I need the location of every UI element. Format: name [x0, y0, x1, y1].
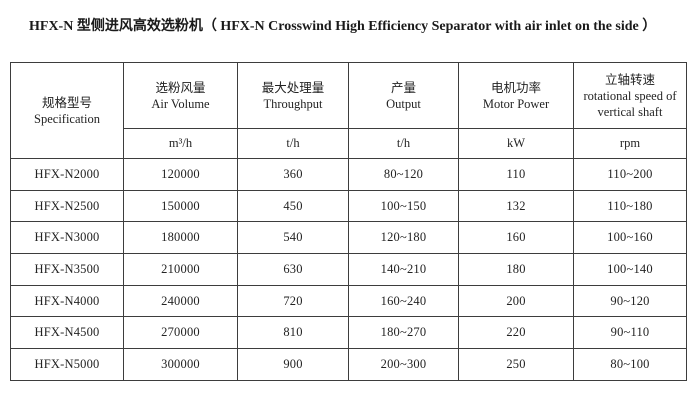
table-body: HFX-N2000 120000 360 80~120 110 110~200 HFX-N2… [10, 158, 687, 381]
header-vertical-shaft-speed-en: rotational speed of vertical shaft [583, 88, 677, 119]
model-cell: HFX-N4500 [10, 316, 124, 350]
value-cell: 250 [458, 348, 574, 381]
value-cell: 270000 [123, 316, 238, 350]
header-names-row: 规格型号 Specification 选粉风量 Air Volume 最大处理量… [10, 62, 687, 159]
header-vertical-shaft-speed-zh: 立轴转速 [604, 72, 655, 87]
page-title: HFX-N 型侧进风高效选粉机（ HFX-N Crosswind High Ef… [29, 19, 657, 34]
table-row: HFX-N3500 210000 630 140~210 180 100~140 [10, 253, 687, 286]
value-cell: 210000 [123, 253, 238, 286]
table-row: HFX-N5000 300000 900 200~300 250 80~100 [10, 348, 687, 381]
header-units-row: m³/h t/h t/h kW rpm [11, 128, 687, 159]
value-cell: 160~240 [348, 284, 459, 318]
value-cell: 720 [237, 284, 349, 318]
value-cell: 160 [458, 221, 574, 255]
header-air-volume: 选粉风量 Air Volume [123, 62, 238, 129]
value-cell: 100~140 [573, 253, 687, 286]
value-cell: 220 [458, 316, 574, 350]
value-cell: 120~180 [348, 221, 459, 255]
value-cell: 90~120 [573, 284, 687, 318]
model-cell: HFX-N3500 [10, 253, 124, 286]
header-air-volume-zh: 选粉风量 [155, 80, 206, 95]
header-vertical-shaft-speed: 立轴转速 rotational speed of vertical shaft [573, 62, 687, 129]
value-cell: 80~120 [348, 158, 459, 191]
specification-table: 规格型号 Specification 选粉风量 Air Volume 最大处理量… [10, 62, 687, 381]
value-cell: 132 [458, 189, 574, 223]
header-motor-power-en: Motor Power [482, 96, 550, 111]
header-specification: 规格型号 Specification [10, 62, 124, 159]
value-cell: 630 [237, 253, 349, 286]
unit-air-volume: m³/h [123, 128, 238, 159]
value-cell: 100~160 [573, 221, 687, 255]
model-cell: HFX-N3000 [10, 221, 124, 255]
table-header: 规格型号 Specification 选粉风量 Air Volume 最大处理量… [10, 62, 687, 159]
unit-vertical-shaft-speed: rpm [573, 128, 687, 159]
header-motor-power: 电机功率 Motor Power [458, 62, 574, 129]
header-specification-en: Specification [34, 111, 100, 126]
value-cell: 180~270 [348, 316, 459, 350]
value-cell: 300000 [123, 348, 238, 381]
value-cell: 540 [237, 221, 349, 255]
value-cell: 80~100 [573, 348, 687, 381]
header-output: 产量 Output [348, 62, 459, 129]
unit-motor-power: kW [458, 128, 574, 159]
value-cell: 110~180 [573, 189, 687, 223]
header-output-zh: 产量 [390, 80, 416, 95]
table-row: HFX-N2500 150000 450 100~150 132 110~180 [10, 189, 687, 223]
value-cell: 120000 [123, 158, 238, 191]
unit-throughput: t/h [237, 128, 349, 159]
value-cell: 180 [458, 253, 574, 286]
model-cell: HFX-N5000 [10, 348, 124, 381]
table-row: HFX-N4500 270000 810 180~270 220 90~110 [10, 316, 687, 350]
header-throughput-zh: 最大处理量 [261, 80, 325, 95]
value-cell: 450 [237, 189, 349, 223]
value-cell: 180000 [123, 221, 238, 255]
value-cell: 140~210 [348, 253, 459, 286]
value-cell: 110~200 [573, 158, 687, 191]
model-cell: HFX-N4000 [10, 284, 124, 318]
table-row: HFX-N4000 240000 720 160~240 200 90~120 [10, 284, 687, 318]
header-motor-power-zh: 电机功率 [490, 80, 541, 95]
header-throughput: 最大处理量 Throughput [237, 62, 349, 129]
value-cell: 90~110 [573, 316, 687, 350]
model-cell: HFX-N2500 [10, 189, 124, 223]
model-cell: HFX-N2000 [10, 158, 124, 191]
header-air-volume-en: Air Volume [151, 96, 210, 111]
value-cell: 360 [237, 158, 349, 191]
value-cell: 900 [237, 348, 349, 381]
value-cell: 100~150 [348, 189, 459, 223]
header-throughput-en: Throughput [263, 96, 323, 111]
value-cell: 200~300 [348, 348, 459, 381]
value-cell: 240000 [123, 284, 238, 318]
value-cell: 150000 [123, 189, 238, 223]
value-cell: 810 [237, 316, 349, 350]
value-cell: 110 [458, 158, 574, 191]
unit-output: t/h [348, 128, 459, 159]
table-row: HFX-N3000 180000 540 120~180 160 100~160 [10, 221, 687, 255]
table-row: HFX-N2000 120000 360 80~120 110 110~200 [10, 158, 687, 191]
value-cell: 200 [458, 284, 574, 318]
header-specification-zh: 规格型号 [41, 95, 92, 110]
header-output-en: Output [386, 96, 421, 111]
